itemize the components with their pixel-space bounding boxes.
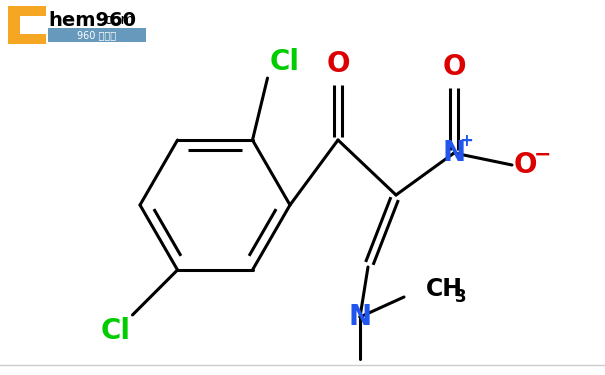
Text: 3: 3 <box>455 288 466 306</box>
Text: O: O <box>326 50 350 78</box>
Text: Cl: Cl <box>269 48 299 76</box>
Polygon shape <box>48 28 146 42</box>
Text: .com: .com <box>100 13 134 27</box>
Text: Cl: Cl <box>100 317 131 345</box>
Text: O: O <box>514 151 537 179</box>
Text: hem960: hem960 <box>48 10 136 30</box>
Text: 960 化工网: 960 化工网 <box>77 30 117 40</box>
Text: N: N <box>442 139 466 167</box>
Text: −: − <box>534 145 552 165</box>
Text: +: + <box>459 132 473 150</box>
Text: CH: CH <box>426 277 463 301</box>
Text: O: O <box>442 53 466 81</box>
Polygon shape <box>8 6 46 44</box>
Text: N: N <box>348 303 371 331</box>
